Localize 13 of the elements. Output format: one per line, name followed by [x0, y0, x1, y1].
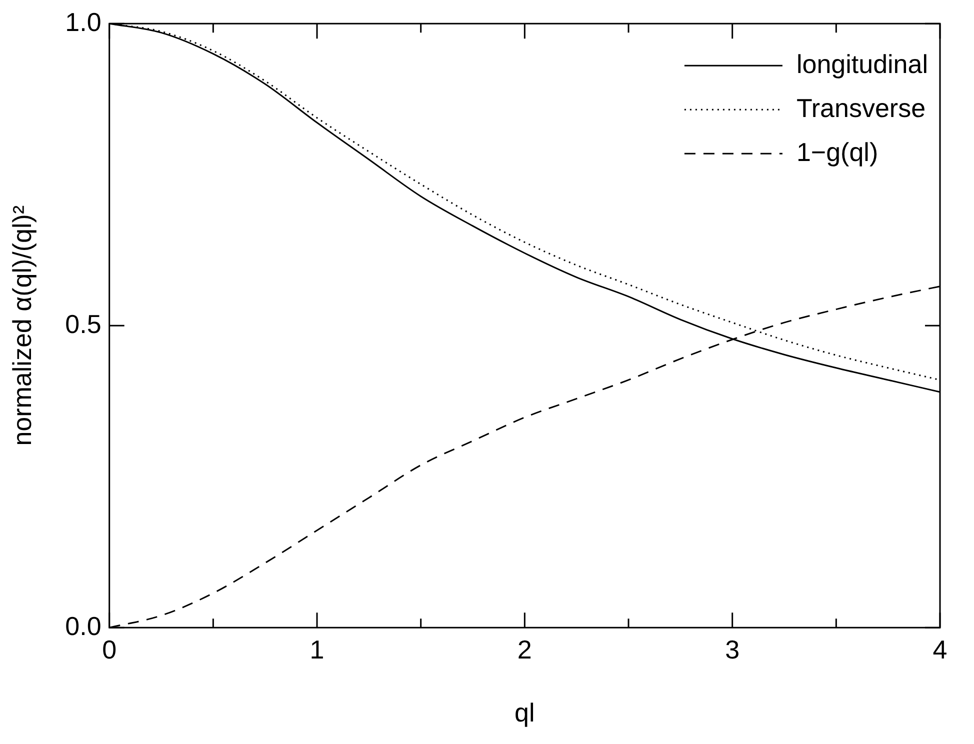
- x-tick-label: 0: [102, 634, 117, 664]
- x-tick-label: 1: [310, 634, 324, 664]
- x-tick-label: 2: [517, 634, 532, 664]
- x-axis-title: ql: [514, 698, 535, 728]
- y-tick-label: 0.5: [65, 308, 102, 339]
- x-tick-label: 4: [932, 634, 948, 664]
- legend-label: longitudinal: [796, 48, 928, 79]
- legend-label: Transverse: [796, 92, 926, 123]
- y-tick-label: 1.0: [65, 6, 102, 37]
- x-tick-label: 3: [725, 634, 740, 664]
- y-axis-title: normalized α(ql)/(ql)²: [6, 205, 37, 446]
- legend-label: 1−g(ql): [796, 136, 878, 167]
- y-tick-label: 0.0: [65, 610, 102, 641]
